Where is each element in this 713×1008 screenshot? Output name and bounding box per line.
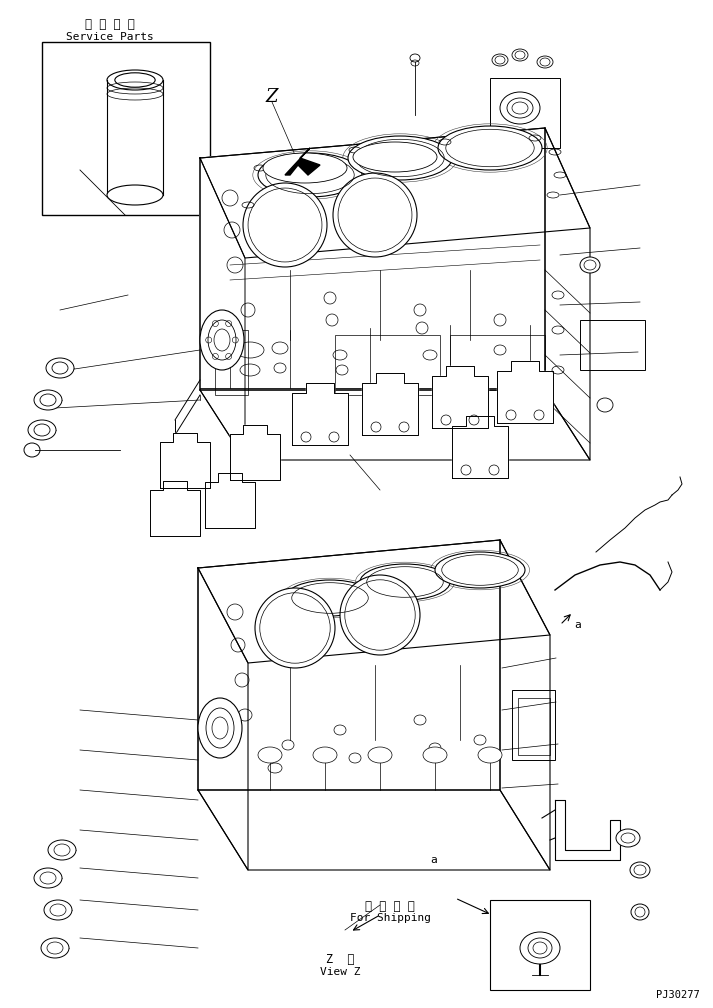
Ellipse shape (333, 173, 417, 257)
Ellipse shape (243, 183, 327, 267)
Bar (42, 42, 210, 215)
Polygon shape (500, 540, 550, 870)
Polygon shape (198, 790, 550, 870)
Text: Service Parts: Service Parts (66, 32, 154, 42)
Polygon shape (160, 433, 210, 488)
Text: For Shipping: For Shipping (349, 913, 431, 923)
Ellipse shape (478, 747, 502, 763)
Ellipse shape (198, 698, 242, 758)
Ellipse shape (597, 398, 613, 412)
Ellipse shape (500, 92, 540, 124)
Polygon shape (205, 473, 255, 528)
Polygon shape (198, 568, 248, 870)
Ellipse shape (258, 153, 362, 197)
Polygon shape (200, 158, 245, 460)
Text: 通 携 部 品: 通 携 部 品 (365, 900, 415, 913)
Polygon shape (200, 128, 545, 390)
Polygon shape (362, 373, 418, 435)
Text: Z  視: Z 視 (326, 953, 354, 966)
Ellipse shape (492, 54, 508, 66)
Text: Z: Z (266, 88, 278, 106)
Polygon shape (555, 800, 620, 860)
Ellipse shape (200, 310, 244, 370)
Bar (450, 335, 545, 390)
Polygon shape (230, 425, 280, 480)
Polygon shape (200, 128, 590, 258)
Ellipse shape (348, 136, 452, 180)
Text: 補 給 専 用: 補 給 専 用 (85, 18, 135, 31)
Ellipse shape (255, 588, 335, 668)
Ellipse shape (28, 420, 56, 440)
Ellipse shape (34, 868, 62, 888)
Ellipse shape (41, 938, 69, 958)
Polygon shape (285, 148, 320, 175)
Text: View Z: View Z (319, 967, 360, 977)
Ellipse shape (44, 900, 72, 920)
Ellipse shape (46, 358, 74, 378)
Polygon shape (198, 540, 500, 790)
Text: a: a (575, 620, 581, 630)
Ellipse shape (313, 747, 337, 763)
Bar (335, 335, 440, 395)
Ellipse shape (285, 580, 375, 616)
Ellipse shape (435, 552, 525, 588)
Polygon shape (497, 361, 553, 423)
Ellipse shape (263, 153, 347, 183)
Bar (580, 320, 645, 370)
Ellipse shape (258, 747, 282, 763)
Polygon shape (198, 540, 550, 663)
Bar (490, 900, 590, 990)
Ellipse shape (340, 575, 420, 655)
Ellipse shape (410, 54, 420, 62)
Ellipse shape (353, 142, 437, 172)
Bar (490, 78, 560, 148)
Ellipse shape (631, 904, 649, 920)
Ellipse shape (34, 390, 62, 410)
Ellipse shape (368, 747, 392, 763)
Polygon shape (200, 390, 590, 460)
Ellipse shape (630, 862, 650, 878)
Text: a: a (431, 855, 437, 865)
Ellipse shape (360, 564, 450, 600)
Polygon shape (432, 366, 488, 428)
Ellipse shape (520, 932, 560, 964)
Bar (215, 330, 248, 395)
Ellipse shape (537, 56, 553, 68)
Polygon shape (292, 383, 348, 445)
Bar (512, 690, 555, 760)
Ellipse shape (438, 126, 542, 170)
Ellipse shape (616, 829, 640, 847)
Bar (518, 698, 550, 755)
Ellipse shape (107, 70, 163, 90)
Ellipse shape (580, 257, 600, 273)
Ellipse shape (423, 747, 447, 763)
Polygon shape (545, 128, 590, 460)
Text: PJ30277: PJ30277 (656, 990, 700, 1000)
Ellipse shape (48, 840, 76, 860)
Ellipse shape (512, 49, 528, 61)
Polygon shape (452, 416, 508, 478)
Ellipse shape (107, 185, 163, 205)
Polygon shape (150, 481, 200, 536)
